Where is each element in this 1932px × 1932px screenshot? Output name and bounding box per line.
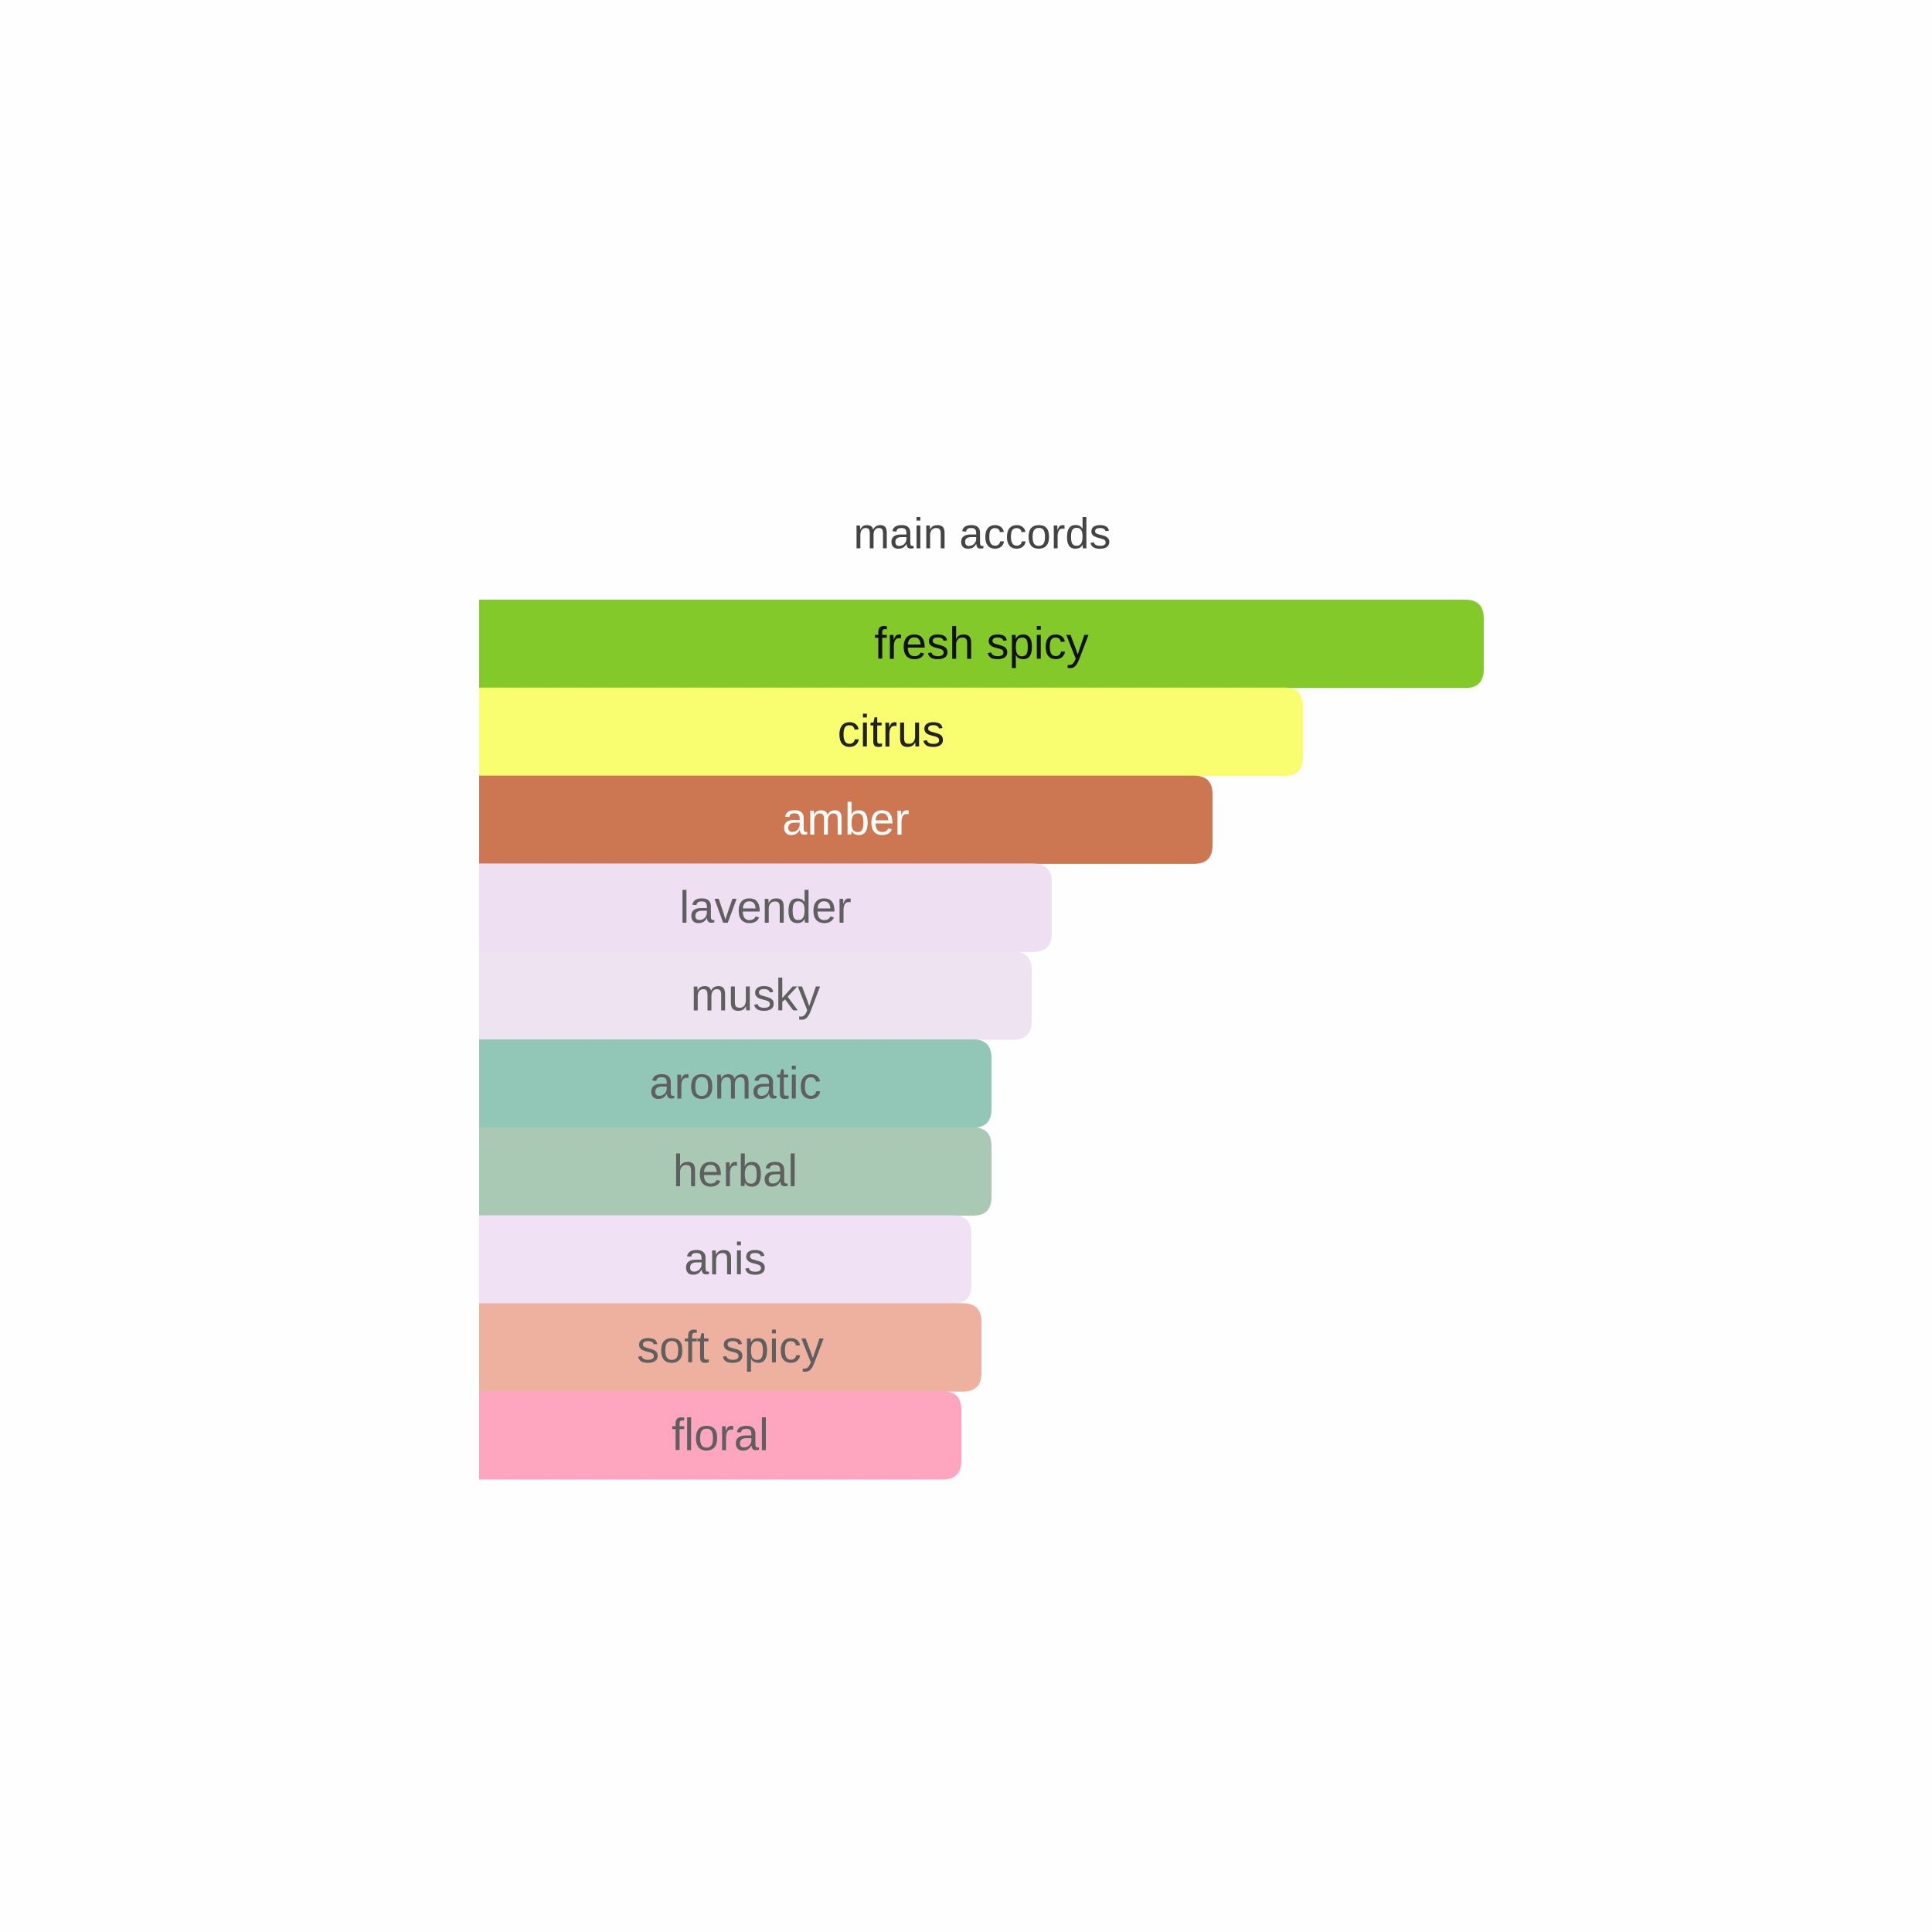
bar-label: herbal	[673, 1146, 798, 1196]
bar	[479, 863, 1052, 952]
bar	[479, 687, 1303, 777]
bar-label: citrus	[838, 706, 945, 757]
bar-label: musky	[691, 971, 821, 1021]
bar-label: anis	[684, 1234, 766, 1284]
bar-label: amber	[782, 794, 909, 845]
bar	[479, 1215, 971, 1304]
bar	[479, 1303, 981, 1392]
bar	[479, 1039, 992, 1128]
bar	[479, 951, 1032, 1040]
chart-title: main accords	[853, 509, 1111, 558]
bar	[479, 600, 1484, 689]
bar	[479, 1391, 961, 1480]
bar-label: fresh spicy	[874, 618, 1088, 668]
bar	[479, 1127, 992, 1216]
bar-label: soft spicy	[637, 1322, 824, 1372]
bar-label: aromatic	[649, 1058, 821, 1108]
bar-label: floral	[672, 1410, 769, 1461]
bar	[479, 775, 1213, 864]
bar-label: lavender	[679, 883, 851, 933]
